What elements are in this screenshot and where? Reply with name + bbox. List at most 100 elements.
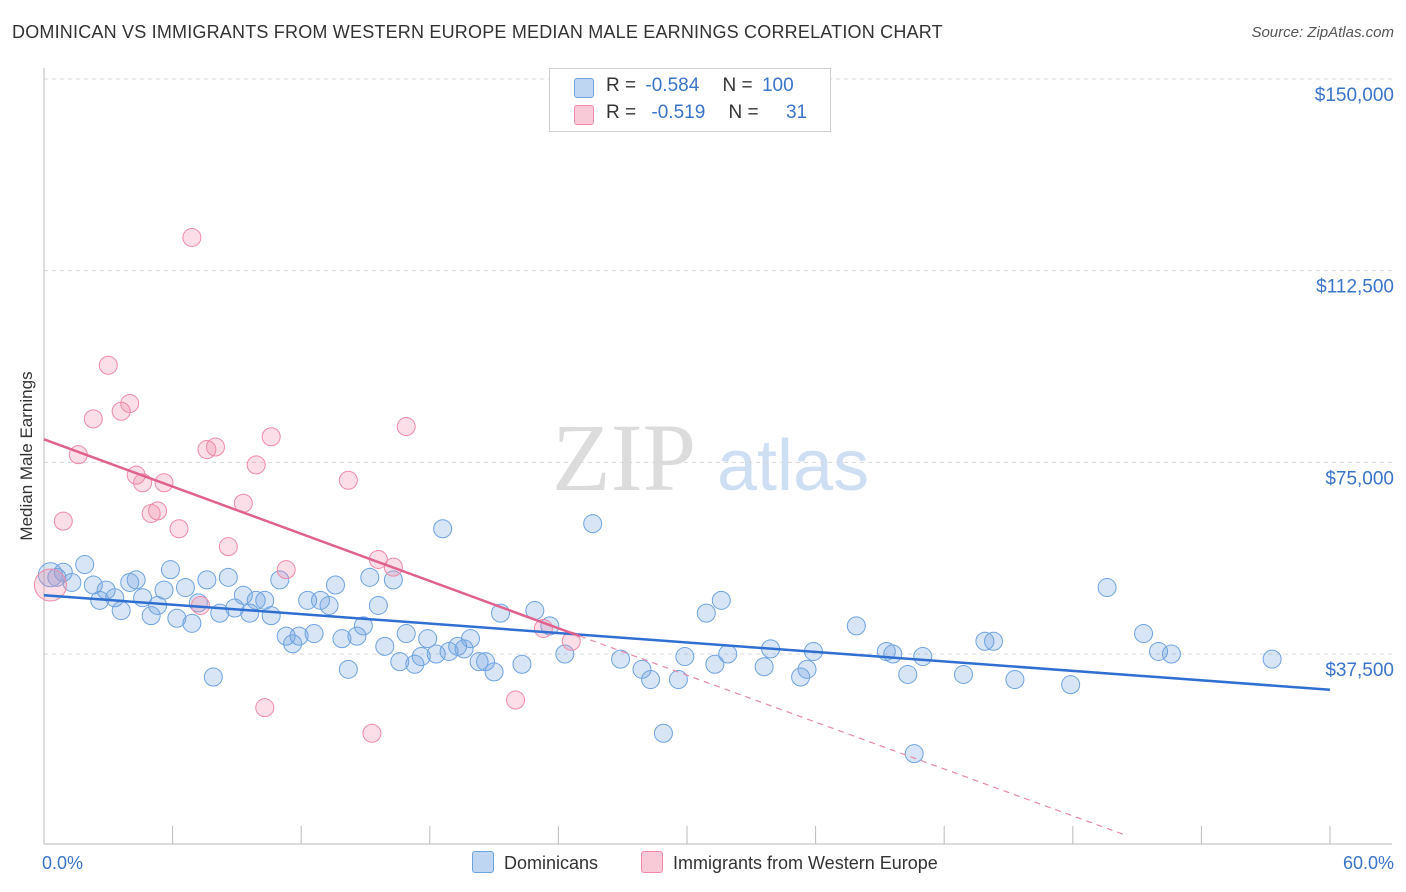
bottom-legend-western-europe: Immigrants from Western Europe <box>641 851 938 874</box>
data-point <box>711 590 731 610</box>
data-point <box>304 624 324 644</box>
data-point <box>182 613 202 633</box>
trend-extension <box>579 635 1127 837</box>
bottom-legend-swatch-pink <box>641 851 663 873</box>
x-tick-label: 0.0% <box>42 853 83 873</box>
y-tick-labels: $37,500 $75,000 $112,500 $150,000 <box>1315 85 1394 681</box>
bottom-legend-dominicans: Dominicans <box>472 851 598 874</box>
data-point <box>270 570 290 590</box>
data-point <box>33 568 67 602</box>
data-point <box>611 649 631 669</box>
data-point <box>913 647 933 667</box>
y-tick-label: $112,500 <box>1316 277 1394 298</box>
data-point <box>240 603 260 623</box>
data-point <box>283 634 303 654</box>
data-point <box>148 501 168 521</box>
legend-n-value: 31 <box>785 102 808 123</box>
data-point <box>705 654 725 674</box>
data-point <box>246 455 266 475</box>
data-point <box>218 567 238 587</box>
data-point <box>797 659 817 679</box>
data-point <box>1061 675 1081 695</box>
data-point <box>754 657 774 677</box>
data-point <box>319 595 339 615</box>
data-point <box>353 616 373 636</box>
bottom-legend-swatch-blue <box>472 851 494 873</box>
data-point <box>883 644 903 664</box>
data-point <box>362 723 382 743</box>
grid <box>44 78 1394 655</box>
x-tick-label: 60.0% <box>1343 853 1394 873</box>
data-point <box>396 624 416 644</box>
y-tick-label: $75,000 <box>1325 468 1394 489</box>
data-point <box>120 394 140 414</box>
data-point <box>261 427 281 447</box>
data-point <box>1161 644 1181 664</box>
data-point <box>696 603 716 623</box>
data-point <box>953 664 973 684</box>
y-axis-title: Median Male Earnings <box>17 371 36 540</box>
data-point <box>197 570 217 590</box>
data-point <box>105 588 125 608</box>
data-point <box>641 670 661 690</box>
data-point <box>469 652 489 672</box>
data-point <box>506 690 526 710</box>
watermark-zip: ZIP <box>552 404 696 511</box>
data-point <box>484 662 504 682</box>
trend-layer <box>43 438 1331 837</box>
data-point <box>791 667 811 687</box>
data-point <box>898 664 918 684</box>
data-point <box>983 631 1003 651</box>
legend-n-label: N = <box>728 102 759 123</box>
bottom-legend-label: Dominicans <box>504 853 599 873</box>
trend-line <box>43 438 581 638</box>
y-tick-label: $150,000 <box>1315 85 1394 106</box>
data-point <box>261 606 281 626</box>
data-point <box>325 575 345 595</box>
data-point <box>175 578 195 598</box>
y-tick-label: $37,500 <box>1325 660 1394 681</box>
data-point <box>83 409 103 429</box>
data-point <box>368 595 388 615</box>
data-point <box>276 560 296 580</box>
chart-source: Source: ZipAtlas.com <box>1251 24 1394 41</box>
data-point <box>461 629 481 649</box>
data-point <box>390 652 410 672</box>
data-point <box>167 608 187 628</box>
data-point <box>411 647 431 667</box>
data-point <box>205 437 225 457</box>
data-point <box>1097 578 1117 598</box>
data-point <box>418 629 438 649</box>
data-point <box>583 514 603 534</box>
data-point <box>668 670 688 690</box>
data-point <box>233 585 253 605</box>
legend-swatch-pink <box>574 105 594 125</box>
chart-title: DOMINICAN VS IMMIGRANTS FROM WESTERN EUR… <box>12 22 943 42</box>
series-layer <box>33 227 1282 764</box>
axes <box>43 68 1392 845</box>
data-point <box>433 519 453 539</box>
data-point <box>169 519 189 539</box>
data-point <box>555 644 575 664</box>
data-point <box>62 572 82 592</box>
data-point <box>53 511 73 531</box>
legend-swatch-blue <box>574 78 594 98</box>
legend-r-label: R = <box>606 102 637 123</box>
series-dominicans <box>37 514 1282 764</box>
legend-r-value: -0.584 <box>645 75 700 96</box>
data-point <box>126 570 146 590</box>
legend-n-label: N = <box>722 75 753 96</box>
data-point <box>182 227 202 247</box>
data-point <box>347 626 367 646</box>
data-point <box>141 606 161 626</box>
legend-n-value: 100 <box>761 75 794 96</box>
data-point <box>405 654 425 674</box>
data-point <box>360 567 380 587</box>
data-point <box>454 639 474 659</box>
data-point <box>904 744 924 764</box>
data-point <box>1005 670 1025 690</box>
data-point <box>255 698 275 718</box>
data-point <box>218 537 238 557</box>
data-point <box>111 601 131 621</box>
